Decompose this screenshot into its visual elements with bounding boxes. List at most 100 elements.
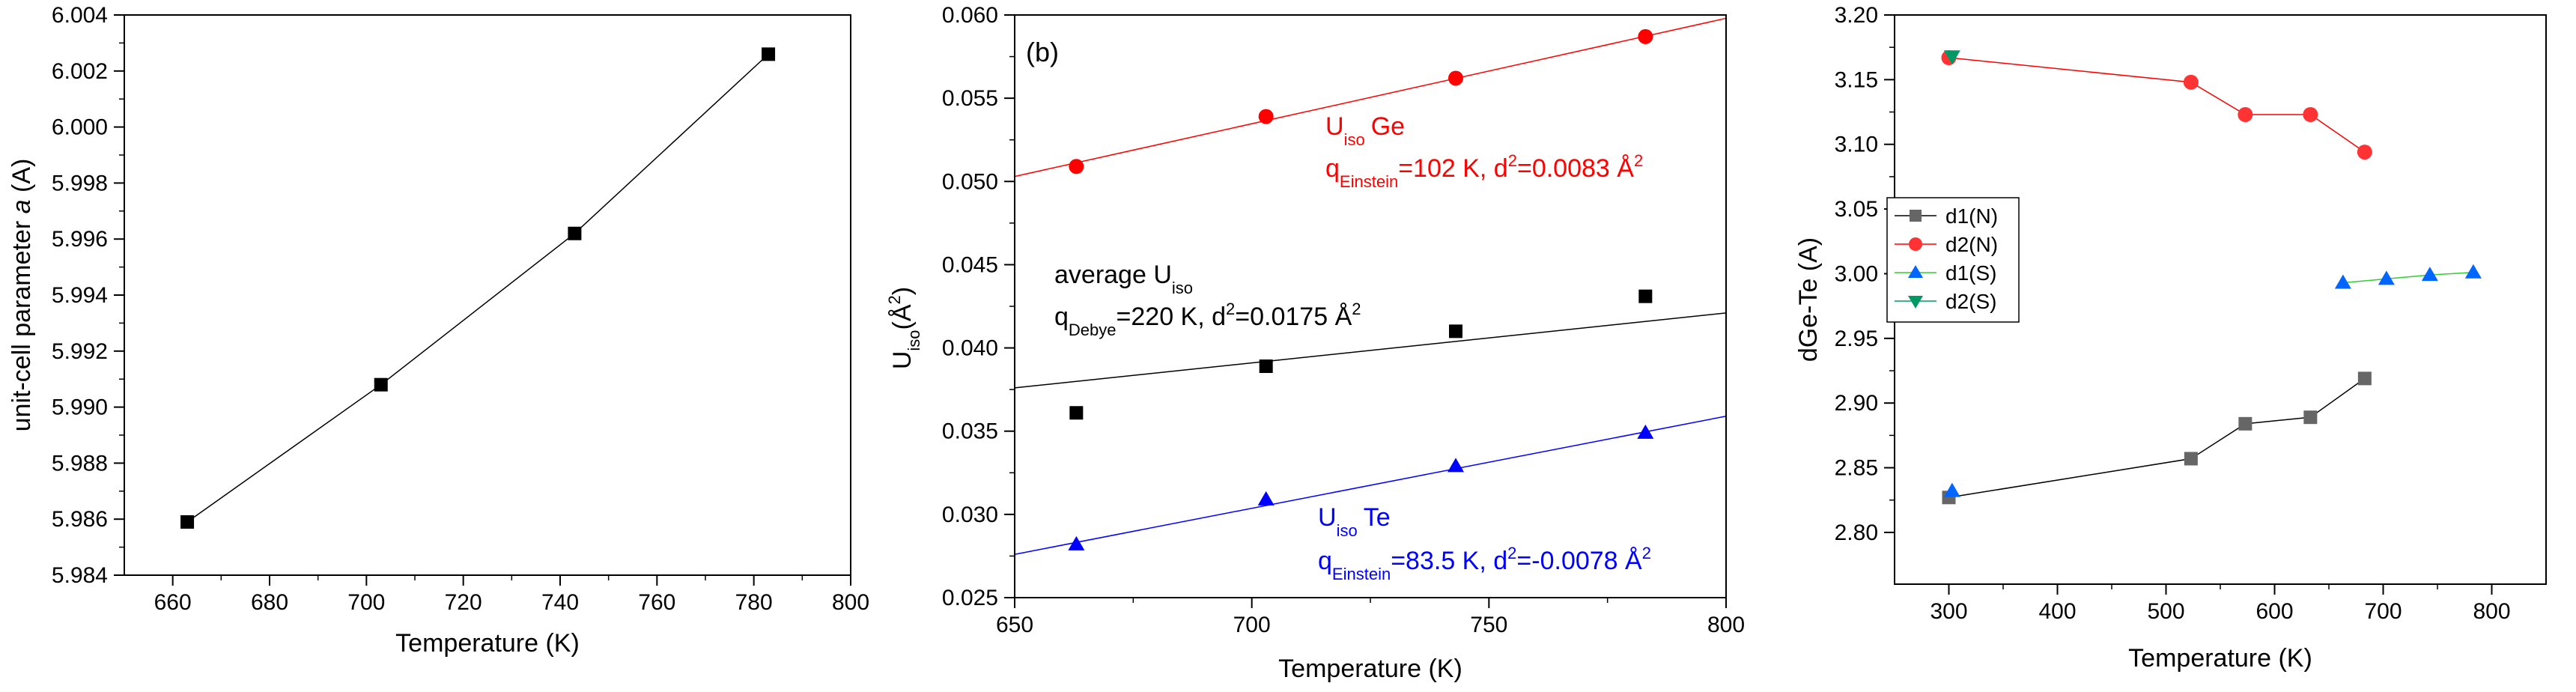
te-data-point <box>1257 491 1275 506</box>
panel-c-x-tick-label: 300 <box>1930 599 1967 624</box>
panel-c-y-tick-label: 3.00 <box>1835 261 1878 286</box>
te-data-point <box>1448 458 1464 473</box>
panel-a-data-point <box>374 377 388 392</box>
d1(N)-data-point <box>2184 452 2198 466</box>
panel-c-legend: d1(N) d2(N) d1(S) d2(S) <box>1886 197 2020 323</box>
ge-data-point <box>1069 159 1084 174</box>
average-fit-line <box>1014 312 1727 389</box>
te-fit-line <box>1014 415 1727 555</box>
panel-b-x-tick-label: 700 <box>1233 613 1271 637</box>
panel-c-x-tick-label: 800 <box>2473 599 2510 624</box>
legend-marker <box>1909 237 1922 251</box>
panel-b-y-tick-label: 0.060 <box>942 3 998 28</box>
d1(S)-data-point <box>2464 264 2482 279</box>
panel-b-y-tick-label: 0.035 <box>942 419 998 444</box>
panel-a-lattice-parameter: 660 680 700 720 740 760 780 800 5.984 5.986 5.988 5… <box>7 3 869 658</box>
panel-a-y-tick-label: 6.000 <box>52 115 108 140</box>
legend-label: d2(S) <box>1945 290 1996 313</box>
panel-c-x-tick-label: 700 <box>2364 599 2402 624</box>
panel-a-x-tick-label: 700 <box>347 590 385 615</box>
panel-c-x-axis-title: Temperature (K) <box>2128 644 2312 673</box>
panel-a-y-tick-label: 6.002 <box>52 59 108 84</box>
panel-a-data-point <box>568 226 582 240</box>
d1(N)-data-point <box>2303 410 2318 425</box>
panel-a-x-tick-label: 780 <box>735 590 773 615</box>
panel-c-data-marks <box>1941 50 2482 505</box>
ge-series-label: Uiso Ge <box>1325 112 1405 149</box>
panel-b-data-marks <box>1014 17 1727 555</box>
d1(N)-line <box>1948 377 2366 499</box>
legend-label: d1(N) <box>1945 204 1998 228</box>
panel-c-y-tick-label: 2.80 <box>1835 520 1878 545</box>
panel-c-y-tick-label: 2.90 <box>1835 391 1878 416</box>
panel-a-x-tick-label: 760 <box>638 590 675 615</box>
d1(S)-data-point <box>1943 482 1960 497</box>
d1(S)-data-point <box>2334 274 2351 289</box>
d1(S)-line <box>2342 271 2473 284</box>
average-series-label: average Uiso <box>1054 261 1193 297</box>
legend-marker <box>1910 210 1922 222</box>
legend-label: d2(N) <box>1945 233 1998 256</box>
legend-marker <box>1908 296 1923 309</box>
panel-a-y-tick-label: 5.998 <box>52 171 108 195</box>
d1(S)-data-point <box>2421 267 2438 282</box>
panel-b-label: (b) <box>1026 37 1059 67</box>
panel-c-y-tick-label: 3.05 <box>1835 197 1878 222</box>
panel-c-x-tick-label: 500 <box>2147 599 2184 624</box>
average-data-point <box>1638 289 1653 303</box>
te-data-point <box>1637 424 1654 439</box>
panel-c-y-tick-label: 3.20 <box>1835 3 1878 28</box>
panel-a-y-axis-title: unit-cell parameter a (A) <box>7 159 36 432</box>
panel-b-y-tick-label: 0.025 <box>942 586 998 610</box>
panel-a-y-tick-label: 5.990 <box>52 395 108 420</box>
d2(N)-data-point <box>2183 74 2199 90</box>
panel-a-x-tick-label: 680 <box>251 590 288 615</box>
panel-a-y-tick-label: 5.986 <box>52 507 108 532</box>
panel-b-plot-frame <box>1014 14 1727 598</box>
ge-data-point <box>1448 70 1463 86</box>
panel-a-x-tick-label: 800 <box>832 590 869 615</box>
panel-a-data-marks <box>180 47 776 529</box>
panel-a-y-tick-label: 5.992 <box>52 339 108 364</box>
panel-c-y-tick-label: 2.85 <box>1835 456 1878 481</box>
d2(N)-data-point <box>2303 107 2318 122</box>
panel-c-y-tick-label: 2.95 <box>1835 327 1878 351</box>
panel-c-x-tick-label: 400 <box>2038 599 2076 624</box>
panel-a-y-tick-label: 5.988 <box>52 451 108 476</box>
ge-fit-line <box>1014 17 1727 177</box>
panel-b-x-tick-label: 650 <box>996 613 1033 637</box>
panel-b-y-tick-label: 0.030 <box>942 503 998 527</box>
panel-a-x-tick-label: 740 <box>541 590 579 615</box>
ge-data-point <box>1258 109 1274 124</box>
panel-a-y-tick-label: 5.994 <box>52 283 108 308</box>
panel-c-y-tick-label: 3.15 <box>1835 67 1878 92</box>
legend-label: d1(S) <box>1945 261 1996 285</box>
te-data-point <box>1068 535 1085 550</box>
panel-b-y-tick-label: 0.055 <box>942 86 998 111</box>
panel-a-y-tick-label: 5.996 <box>52 227 108 252</box>
d1(N)-data-point <box>2357 371 2372 386</box>
d2(S)-data-point <box>1943 50 1960 65</box>
panel-b-uiso: 650 700 750 800 0.025 0.030 0.035 0.040 0.045 0.0… <box>885 3 1745 683</box>
panel-a-data-point <box>180 515 195 529</box>
te-fit-label: qEinstein=83.5 K, d2=-0.0078 Å2 <box>1318 544 1651 583</box>
panel-a-y-tick-label: 6.004 <box>52 3 108 28</box>
panel-b-x-axis-title: Temperature (K) <box>1278 655 1462 683</box>
d1(S)-data-point <box>2378 270 2395 285</box>
d2(N)-data-point <box>2238 107 2253 122</box>
panel-b-x-tick-label: 800 <box>1707 613 1745 637</box>
d2(N)-line <box>1948 57 2366 153</box>
panel-c-y-tick-label: 3.10 <box>1835 133 1878 157</box>
te-series-label: Uiso Te <box>1318 503 1391 540</box>
legend-marker <box>1908 265 1923 278</box>
panel-b-y-tick-label: 0.045 <box>942 252 998 277</box>
panel-b-y-tick-label: 0.050 <box>942 169 998 194</box>
average-fit-label: qDebye=220 K, d2=0.0175 Å2 <box>1054 300 1361 339</box>
d2(N)-data-point <box>2357 145 2372 160</box>
d1(N)-data-point <box>2238 416 2253 431</box>
panel-a-y-tick-label: 5.984 <box>52 563 108 588</box>
panel-b-x-tick-label: 750 <box>1470 613 1507 637</box>
panel-a-x-tick-label: 660 <box>154 590 192 615</box>
panel-a-x-axis-title: Temperature (K) <box>395 629 580 658</box>
